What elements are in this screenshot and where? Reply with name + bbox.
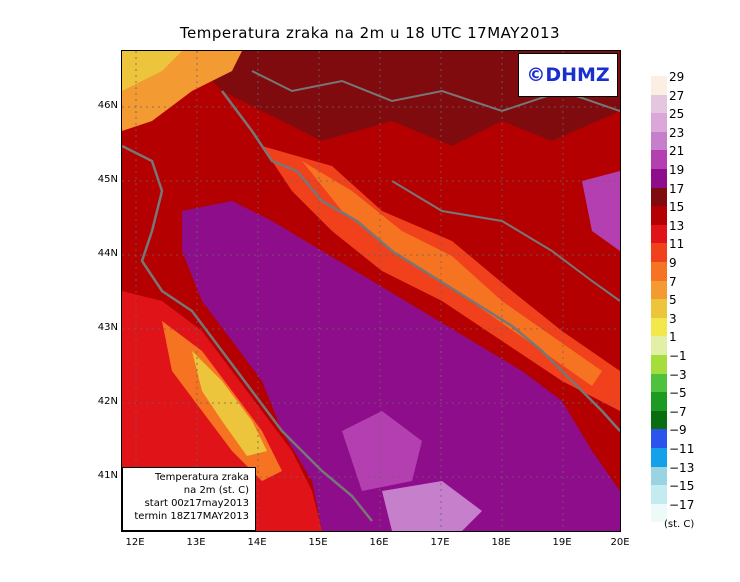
graticule	[122, 51, 620, 531]
legend-label: 23	[669, 125, 685, 140]
legend-swatch	[651, 392, 667, 411]
temp-zone-dinaric-core	[302, 161, 602, 386]
lat-label-45n: 45N	[97, 174, 118, 185]
legend-label: 27	[669, 88, 685, 103]
info-line-4: termin 18Z17MAY2013	[134, 511, 249, 522]
legend-label: 9	[669, 256, 677, 270]
lon-label-12e: 12E	[125, 537, 145, 548]
info-line-2: na 2m (st. C)	[183, 485, 249, 496]
legend-label: −9	[669, 423, 687, 438]
info-line-1: Temperatura zraka	[155, 472, 249, 483]
legend-label: 7	[669, 274, 677, 289]
legend-swatch	[651, 373, 667, 393]
temp-zone-south-violet-1	[342, 411, 422, 491]
legend-label: −11	[669, 442, 695, 456]
lon-label-19e: 19E	[552, 537, 572, 548]
legend-swatch	[651, 448, 667, 467]
legend-label: 1	[669, 330, 677, 345]
legend-swatch	[651, 206, 667, 225]
legend-label: 17	[669, 181, 685, 196]
legend-label: 13	[669, 218, 685, 233]
legend-swatch	[651, 355, 667, 374]
legend-swatch	[651, 317, 667, 337]
legend-swatch	[651, 150, 667, 169]
temp-zone-east-violet	[582, 171, 620, 251]
legend-label: −15	[669, 479, 695, 494]
lon-label-16e: 16E	[369, 537, 389, 548]
legend-label: −3	[669, 367, 687, 382]
legend-swatch	[651, 485, 667, 504]
lon-label-20e: 20E	[610, 537, 630, 548]
legend-label: 15	[669, 200, 685, 215]
legend-swatch	[651, 429, 667, 448]
legend-swatch	[651, 280, 667, 300]
coastline-east	[221, 90, 620, 432]
border-inland	[391, 180, 620, 302]
dhmz-logo: ©DHMZ	[518, 53, 618, 97]
legend-swatch	[651, 503, 667, 523]
legend-swatch	[651, 262, 667, 281]
lat-label-41n: 41N	[97, 470, 118, 481]
lat-label-42n: 42N	[97, 396, 118, 407]
legend-label: 21	[669, 144, 685, 159]
legend-label: −7	[669, 404, 687, 419]
lat-label-44n: 44N	[97, 248, 118, 259]
lon-label-15e: 15E	[308, 537, 328, 548]
temperature-field	[122, 51, 620, 531]
lon-label-18e: 18E	[491, 537, 511, 548]
temp-zone-italy-yellow	[192, 351, 267, 456]
legend-swatch	[651, 336, 667, 355]
legend-swatch	[651, 466, 667, 486]
legend-swatch	[651, 76, 667, 95]
temp-zone-south-violet-2	[382, 481, 482, 531]
legend-swatch	[651, 299, 667, 318]
legend-label: −13	[669, 460, 695, 475]
info-line-3: start 00z17may2013	[144, 498, 249, 509]
legend-swatch	[651, 131, 667, 151]
legend-swatch	[651, 243, 667, 262]
legend-label: −17	[669, 497, 695, 512]
legend-label: 5	[669, 293, 677, 308]
lon-label-14e: 14E	[247, 537, 267, 548]
lon-label-13e: 13E	[186, 537, 206, 548]
lat-label-46n: 46N	[97, 100, 118, 111]
temperature-map: ©DHMZ Temperatura zraka na 2m (st. C) st…	[121, 50, 621, 532]
legend-label: −5	[669, 386, 687, 401]
legend-label: 25	[669, 107, 685, 122]
info-box: Temperatura zraka na 2m (st. C) start 00…	[122, 467, 256, 531]
legend-swatch	[651, 224, 667, 244]
legend-label: 11	[669, 237, 685, 252]
legend-label: 3	[669, 311, 677, 326]
map-title: Temperatura zraka na 2m u 18 UTC 17MAY20…	[179, 24, 561, 42]
legend-swatch	[651, 410, 667, 430]
legend-unit: (st. C)	[664, 519, 695, 530]
legend-swatch	[651, 113, 667, 132]
legend-swatch	[651, 169, 667, 188]
coastline-italy	[122, 144, 373, 522]
lon-label-17e: 17E	[430, 537, 450, 548]
temp-zone-adriatic	[182, 201, 620, 531]
legend-swatch	[651, 94, 667, 114]
legend-label: 19	[669, 163, 685, 177]
lat-label-43n: 43N	[97, 322, 118, 333]
temp-zone-nw-yellow	[122, 51, 182, 91]
legend-swatch	[651, 187, 667, 207]
legend-label: 29	[669, 70, 685, 84]
legend-label: −1	[669, 349, 687, 363]
